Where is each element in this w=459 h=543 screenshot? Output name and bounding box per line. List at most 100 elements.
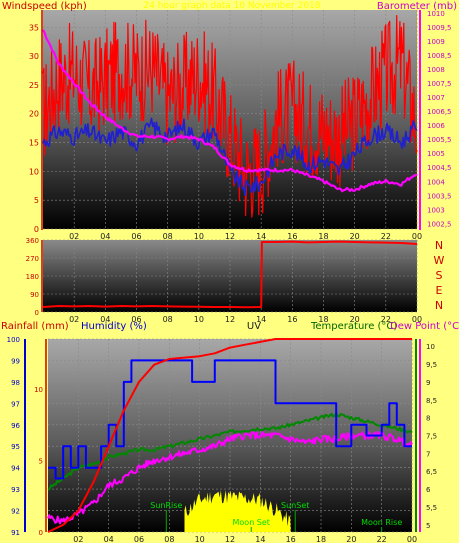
humidity-y-tick-label: 92 xyxy=(11,508,20,516)
barometer-y-tick-label: 1002,5 xyxy=(427,220,452,228)
uv-axis-title: UV xyxy=(247,321,261,332)
barometer-y-tick-label: 1004,5 xyxy=(427,164,452,172)
temperature-y-tick-label: 7 xyxy=(426,450,430,458)
temperature-y-tick-label: 5 xyxy=(426,522,430,530)
humidity-y-tick-label: 94 xyxy=(11,465,20,473)
wind-x-tick-label: 04 xyxy=(100,232,110,241)
temperature-y-tick-label: 6,5 xyxy=(426,468,437,476)
barometer-y-tick-label: 1003 xyxy=(427,206,445,214)
dewpoint-axis-title: Dew Point (°C) xyxy=(390,321,459,332)
barometer-y-tick-label: 1004 xyxy=(427,178,445,186)
lower-x-tick-label: 00 xyxy=(407,535,417,543)
temperature-y-tick-label: 5,5 xyxy=(426,504,437,512)
lower-x-tick-label: 22 xyxy=(377,535,387,543)
lower-x-tick-label: 12 xyxy=(225,535,235,543)
lower-x-tick-label: 16 xyxy=(286,535,296,543)
wind-x-tick-label: 10 xyxy=(194,232,204,241)
rainfall-y-tick-label: 10 xyxy=(34,386,43,394)
humidity-y-tick-label: 93 xyxy=(11,486,20,494)
lower-x-tick-label: 08 xyxy=(164,535,174,543)
lower-x-tick-label: 18 xyxy=(316,535,326,543)
wind-y-tick-label: 15 xyxy=(29,139,39,148)
lower-x-tick-label: 10 xyxy=(195,535,205,543)
direction-x-tick-label: 16 xyxy=(287,315,297,324)
rainfall-y-tick-label: 0 xyxy=(39,529,43,537)
temperature-y-tick-label: 10 xyxy=(426,343,435,351)
compass-direction-label: W xyxy=(434,254,445,267)
temperature-axis-title: Temperature (°C) xyxy=(310,321,397,332)
barometer-y-tick-label: 1007 xyxy=(427,94,445,102)
rainfall-axis-title: Rainfall (mm) xyxy=(1,321,69,332)
compass-direction-label: S xyxy=(436,269,443,282)
direction-x-tick-label: 12 xyxy=(225,315,235,324)
lower-x-tick-label: 02 xyxy=(73,535,83,543)
barometer-y-tick-label: 1005,5 xyxy=(427,136,452,144)
direction-y-tick-label: 270 xyxy=(26,255,39,263)
wind-direction-series xyxy=(42,240,418,309)
barometer-y-tick-label: 1008,5 xyxy=(427,52,452,60)
astronomy-annotation: SunRise xyxy=(150,501,182,510)
humidity-y-tick-label: 96 xyxy=(11,422,20,430)
barometer-y-tick-label: 1005 xyxy=(427,150,445,158)
wind-x-tick-label: 18 xyxy=(318,232,328,241)
wind-y-tick-label: 10 xyxy=(29,167,39,176)
windspeed-axis-title: Windspeed (kph) xyxy=(2,1,87,12)
temperature-y-tick-label: 6 xyxy=(426,486,431,494)
humidity-y-tick-label: 95 xyxy=(11,443,20,451)
wind-x-tick-label: 22 xyxy=(381,232,391,241)
compass-direction-label: N xyxy=(435,239,443,252)
astronomy-annotation: Moon Rise xyxy=(361,518,402,527)
barometer-y-tick-label: 1008 xyxy=(427,66,445,74)
direction-x-tick-label: 06 xyxy=(131,315,141,324)
chart-title: 24 hour graph data 10 November 2018 xyxy=(143,1,320,11)
lower-x-tick-label: 14 xyxy=(255,535,265,543)
wind-average-series xyxy=(42,117,418,197)
humidity-y-tick-label: 98 xyxy=(11,379,20,387)
direction-x-tick-label: 22 xyxy=(381,315,391,324)
direction-x-tick-label: 08 xyxy=(163,315,173,324)
astronomy-annotation: Moon Set xyxy=(233,518,270,527)
wind-y-tick-label: 5 xyxy=(34,196,39,205)
temperature-y-tick-label: 8 xyxy=(426,415,430,423)
wind-gust-series xyxy=(42,15,418,218)
direction-y-tick-label: 360 xyxy=(26,237,39,245)
direction-x-tick-label: 02 xyxy=(69,315,79,324)
direction-y-tick-label: 180 xyxy=(26,273,39,281)
wind-x-tick-label: 00 xyxy=(412,232,422,241)
direction-y-tick-label: 0 xyxy=(35,309,39,317)
lower-x-tick-label: 04 xyxy=(104,535,114,543)
wind-x-tick-label: 06 xyxy=(131,232,141,241)
barometer-y-tick-label: 1010 xyxy=(427,10,445,18)
wind-y-tick-label: 25 xyxy=(29,81,39,90)
humidity-y-tick-label: 100 xyxy=(7,336,20,344)
compass-direction-label: E xyxy=(436,284,443,297)
temperature-y-tick-label: 9 xyxy=(426,379,430,387)
temperature-y-tick-label: 9,5 xyxy=(426,361,437,369)
lower-x-tick-label: 06 xyxy=(134,535,144,543)
direction-x-tick-label: 20 xyxy=(350,315,360,324)
humidity-y-tick-label: 97 xyxy=(11,400,20,408)
wind-x-tick-label: 14 xyxy=(256,232,266,241)
wind-x-tick-label: 20 xyxy=(350,232,360,241)
temperature-series xyxy=(47,412,413,491)
direction-x-tick-label: 00 xyxy=(412,315,422,324)
humidity-axis-title: Humidity (%) xyxy=(81,321,147,332)
pressure-series xyxy=(42,29,418,193)
wind-y-tick-label: 30 xyxy=(29,52,39,61)
wind-y-tick-label: 0 xyxy=(34,225,39,234)
lower-x-tick-label: 20 xyxy=(346,535,356,543)
compass-direction-label: N xyxy=(435,299,443,312)
astronomy-annotation: SunSet xyxy=(281,501,309,510)
humidity-y-tick-label: 91 xyxy=(11,529,20,537)
direction-x-tick-label: 14 xyxy=(256,315,266,324)
barometer-y-tick-label: 1003,5 xyxy=(427,192,452,200)
humidity-series xyxy=(48,359,412,480)
temperature-y-tick-label: 7,5 xyxy=(426,433,437,441)
direction-x-tick-label: 04 xyxy=(100,315,110,324)
wind-x-tick-label: 16 xyxy=(287,232,297,241)
wind-y-tick-label: 35 xyxy=(29,23,39,32)
barometer-y-tick-label: 1009,5 xyxy=(427,24,452,32)
barometer-y-tick-label: 1007,5 xyxy=(427,80,452,88)
humidity-y-tick-label: 99 xyxy=(11,357,20,365)
